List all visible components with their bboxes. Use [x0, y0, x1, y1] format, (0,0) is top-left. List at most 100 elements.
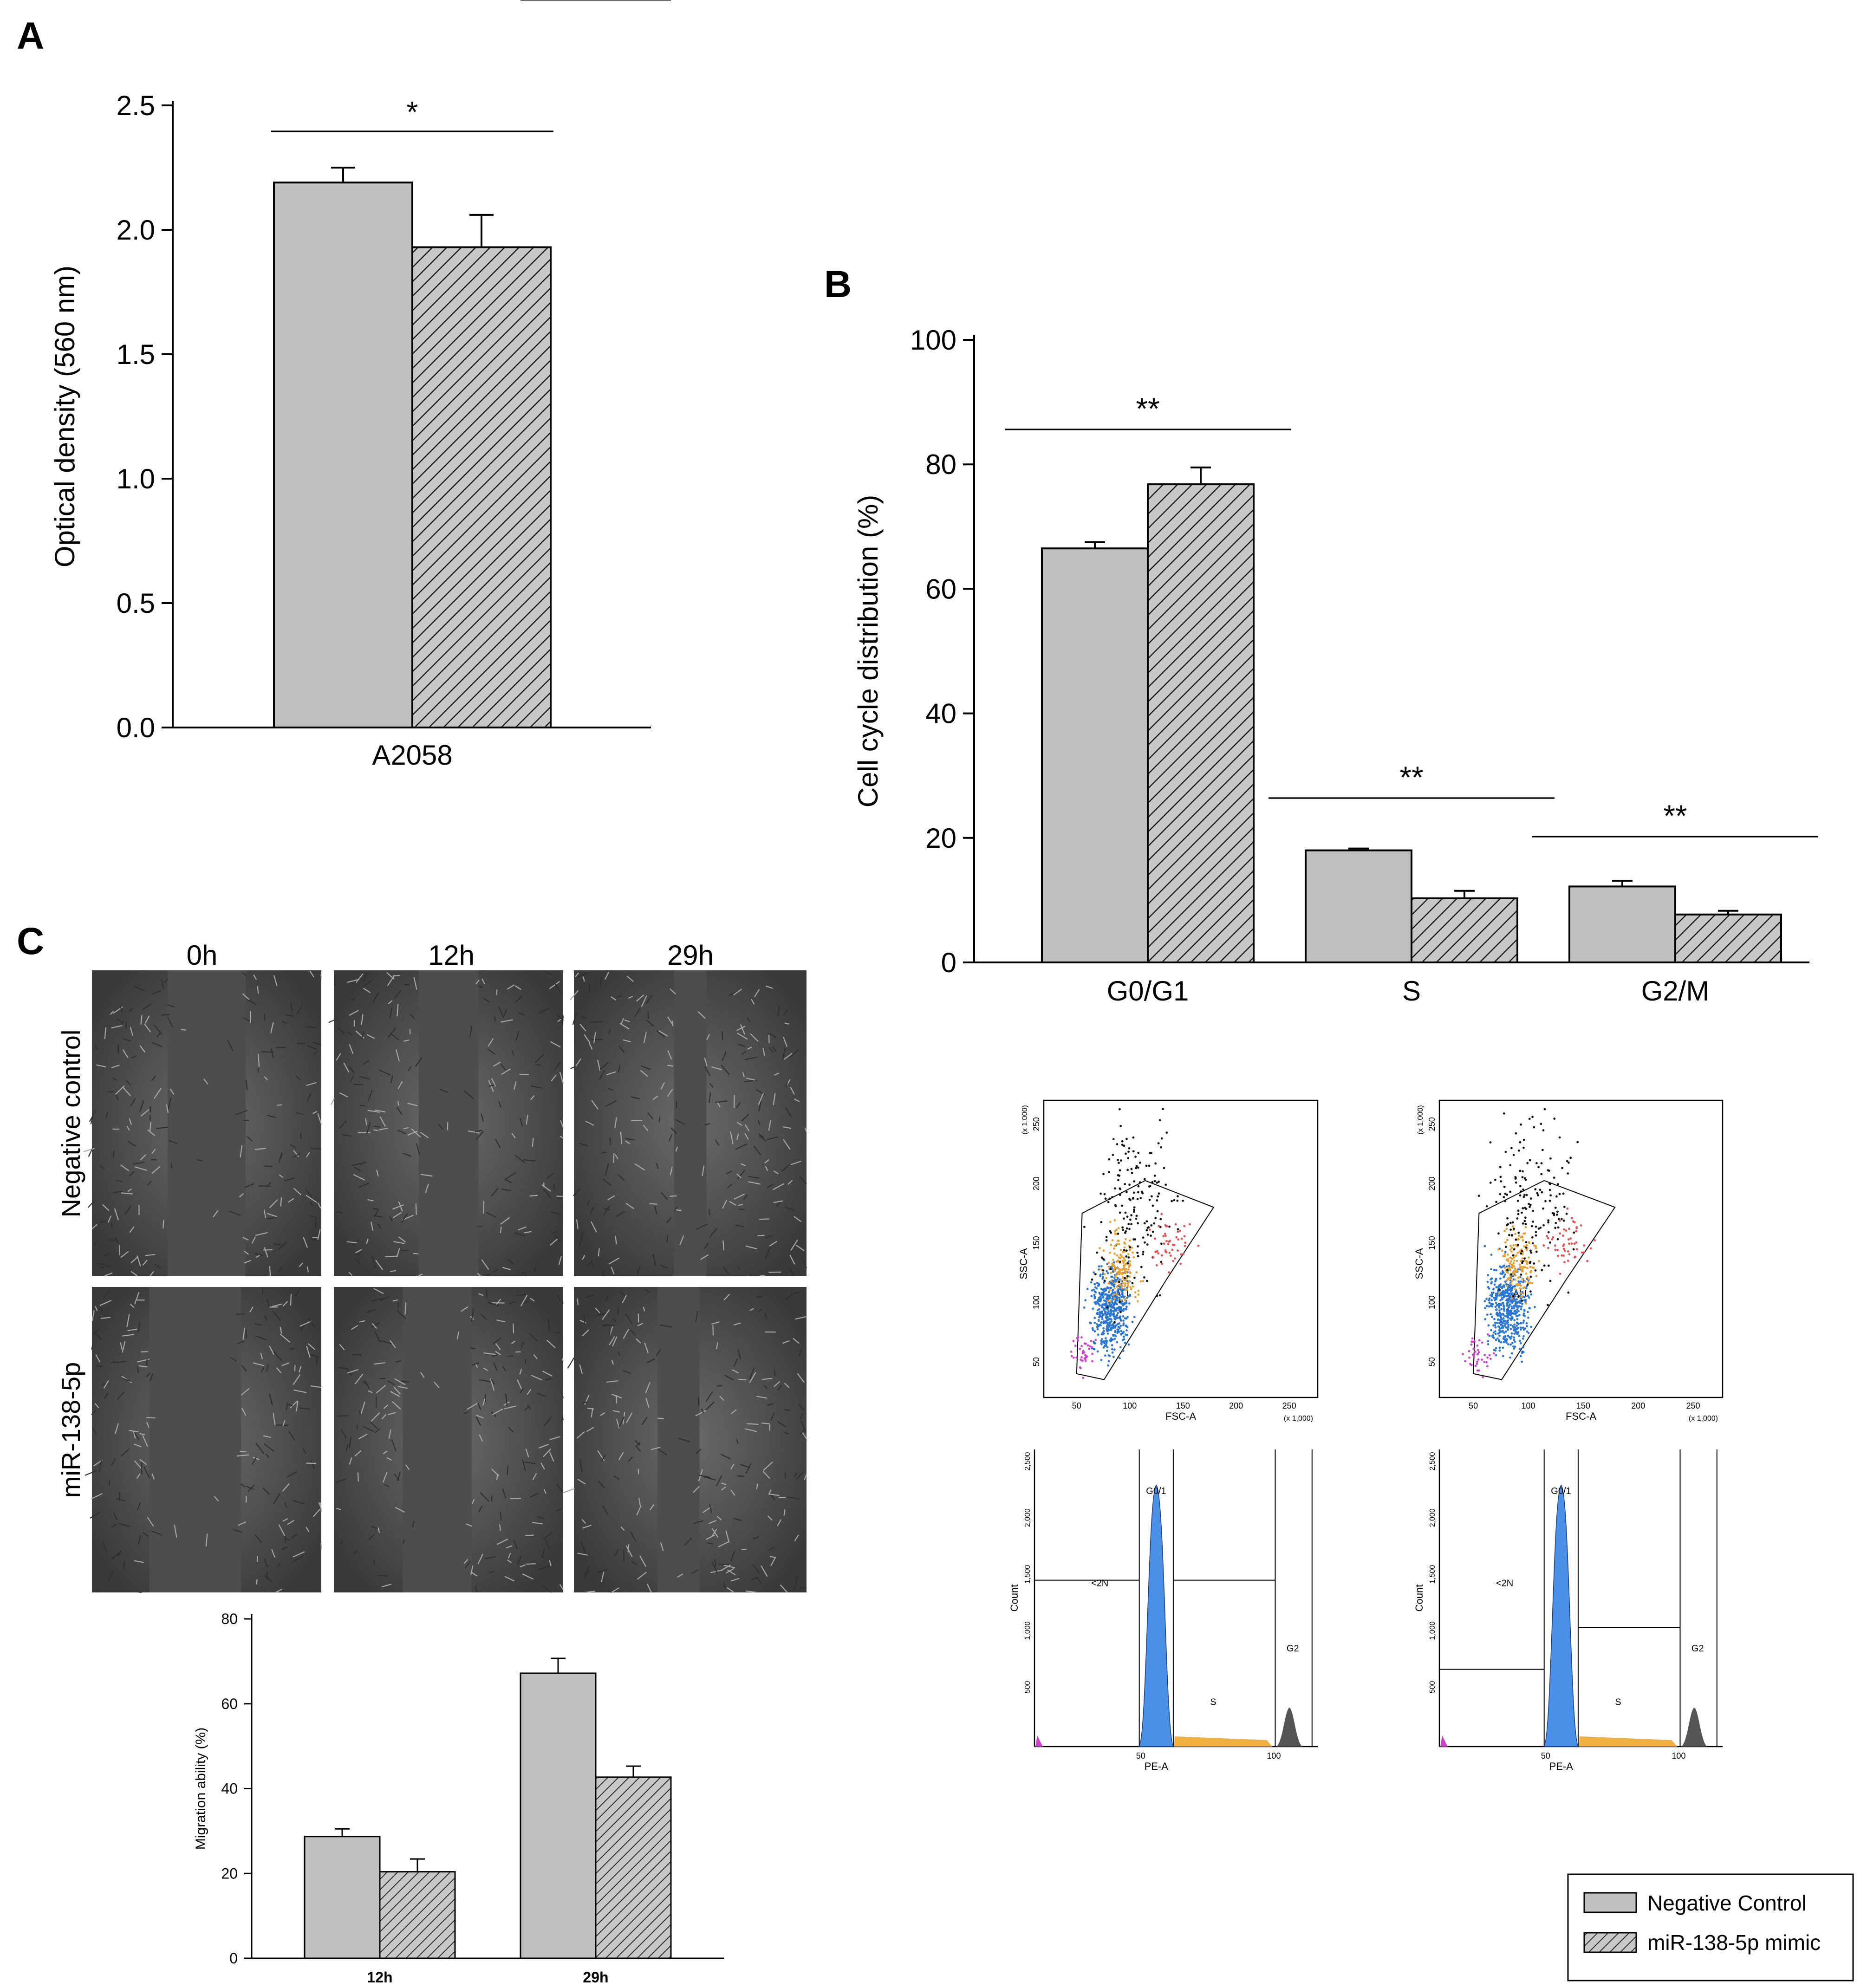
- event-dot: [1106, 1325, 1108, 1328]
- cell-speck: [555, 1332, 562, 1334]
- event-dot: [1501, 1298, 1504, 1300]
- event-dot: [1503, 1307, 1505, 1310]
- event-dot: [1138, 1181, 1141, 1184]
- event-dot: [1507, 1294, 1509, 1297]
- event-dot: [1126, 1296, 1128, 1299]
- event-dot: [1177, 1228, 1179, 1231]
- cell-speck: [658, 1117, 661, 1122]
- cell-speck: [735, 1143, 748, 1150]
- cell-speck: [788, 1267, 794, 1275]
- cell-speck: [254, 1253, 263, 1257]
- cell-speck: [609, 1336, 615, 1345]
- cell-speck: [272, 1303, 283, 1307]
- event-dot: [1099, 1311, 1101, 1313]
- event-dot: [1503, 1332, 1506, 1334]
- cell-speck: [630, 1329, 636, 1336]
- event-dot: [1137, 1191, 1139, 1194]
- cell-speck: [412, 1520, 415, 1527]
- cell-speck: [802, 1432, 807, 1439]
- cell-speck: [317, 1202, 321, 1208]
- event-dot: [1120, 1296, 1123, 1299]
- cell-speck: [134, 1443, 142, 1448]
- cell-speck: [794, 1216, 802, 1222]
- event-dot: [1547, 1237, 1549, 1240]
- event-dot: [1146, 1243, 1149, 1246]
- event-dot: [1091, 1278, 1093, 1281]
- event-dot: [1498, 1322, 1501, 1325]
- event-dot: [1499, 1265, 1502, 1268]
- cell-speck: [543, 1532, 553, 1540]
- cell-speck: [139, 1459, 147, 1465]
- event-dot: [1511, 1300, 1514, 1302]
- event-dot: [1580, 1224, 1582, 1227]
- cell-speck: [796, 1471, 804, 1480]
- cell-speck: [515, 1155, 525, 1163]
- cell-speck: [91, 1224, 98, 1230]
- event-dot: [1488, 1305, 1490, 1308]
- y-tick-label: 60: [221, 1696, 238, 1712]
- event-dot: [1517, 1213, 1520, 1215]
- event-dot: [1510, 1316, 1513, 1318]
- event-dot: [1102, 1296, 1105, 1299]
- significance-label: **: [1399, 760, 1423, 794]
- event-dot: [1103, 1320, 1105, 1323]
- event-dot: [1114, 1326, 1117, 1329]
- cell-speck: [580, 1231, 584, 1243]
- cell-speck: [116, 1018, 122, 1022]
- cell-speck: [582, 1329, 590, 1337]
- cell-speck: [787, 1180, 793, 1185]
- event-dot: [1559, 1232, 1561, 1235]
- cell-speck: [115, 1085, 125, 1095]
- event-dot: [1171, 1248, 1174, 1251]
- cell-speck: [467, 1402, 479, 1410]
- cell-speck: [471, 1572, 478, 1577]
- event-dot: [1482, 1376, 1484, 1378]
- event-dot: [1109, 1251, 1111, 1254]
- cell-speck: [237, 1521, 247, 1526]
- hist-x-label: PE-A: [1145, 1761, 1169, 1772]
- event-dot: [1100, 1256, 1103, 1259]
- event-dot: [1513, 1338, 1516, 1341]
- event-dot: [1518, 1305, 1521, 1307]
- cell-speck: [237, 1340, 245, 1345]
- cell-speck: [388, 1027, 397, 1038]
- event-dot: [1117, 1270, 1120, 1273]
- significance-label: **: [1663, 799, 1687, 833]
- event-dot: [1523, 1194, 1526, 1196]
- cell-speck: [737, 1266, 742, 1271]
- event-dot: [1521, 1295, 1523, 1298]
- event-dot: [1498, 1288, 1501, 1291]
- event-dot: [1097, 1333, 1099, 1336]
- cell-speck: [167, 1017, 173, 1027]
- event-dot: [1478, 1339, 1481, 1342]
- event-dot: [1547, 1304, 1549, 1306]
- event-dot: [1554, 1227, 1557, 1229]
- event-dot: [1504, 1200, 1507, 1202]
- cell-speck: [631, 1560, 638, 1566]
- event-dot: [1494, 1332, 1497, 1335]
- event-dot: [1130, 1168, 1133, 1170]
- cell-speck: [395, 1507, 405, 1513]
- event-dot: [1163, 1242, 1165, 1245]
- event-dot: [1125, 1271, 1128, 1273]
- cell-speck: [639, 1555, 647, 1567]
- event-dot: [1573, 1231, 1575, 1234]
- cell-speck: [392, 1204, 404, 1210]
- event-dot: [1503, 1276, 1505, 1279]
- event-dot: [1512, 1312, 1515, 1315]
- event-dot: [1533, 1126, 1535, 1129]
- event-dot: [1166, 1225, 1168, 1228]
- hist-y-tick: 2,500: [1429, 1452, 1437, 1470]
- cell-speck: [154, 1088, 162, 1099]
- event-dot: [1494, 1306, 1497, 1308]
- event-dot: [1116, 1254, 1119, 1257]
- event-dot: [1135, 1217, 1138, 1220]
- event-dot: [1565, 1229, 1568, 1232]
- event-dot: [1112, 1259, 1115, 1261]
- event-dot: [1509, 1284, 1512, 1287]
- cell-speck: [319, 1388, 322, 1391]
- cell-speck: [371, 1526, 379, 1529]
- event-dot: [1104, 1307, 1107, 1310]
- cell-speck: [502, 1267, 511, 1270]
